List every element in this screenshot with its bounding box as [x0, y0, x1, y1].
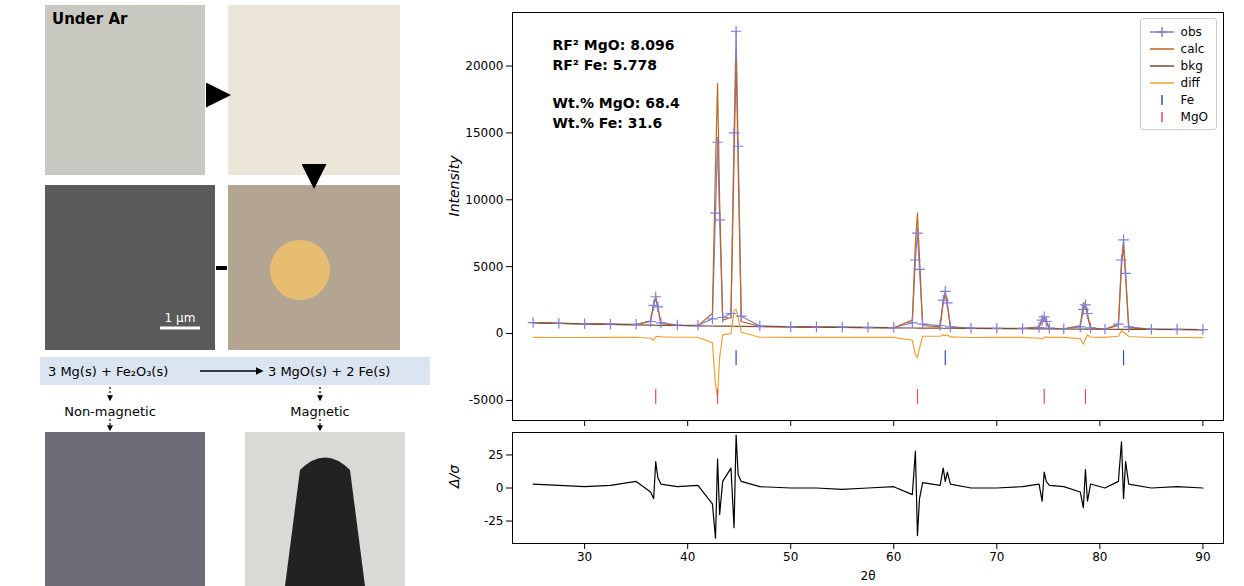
svg-text:25: 25: [488, 448, 503, 462]
svg-text:40: 40: [680, 550, 695, 564]
svg-text:Under Ar: Under Ar: [52, 10, 128, 28]
svg-text:RF² Fe: 5.778: RF² Fe: 5.778: [553, 57, 658, 73]
svg-text:0: 0: [496, 326, 504, 340]
html-text:diff: diff: [1180, 75, 1200, 90]
svg-text:Wt.% MgO: 68.4: Wt.% MgO: 68.4: [553, 95, 680, 111]
svg-text:Magnetic: Magnetic: [290, 404, 350, 419]
svg-text:90: 90: [1195, 550, 1210, 564]
svg-text:-25: -25: [484, 514, 504, 528]
svg-text:30: 30: [577, 550, 592, 564]
svg-text:0: 0: [496, 481, 504, 495]
svg-text:1 μm: 1 μm: [165, 311, 196, 325]
svg-text:5000: 5000: [473, 260, 504, 274]
html-text:bkg: bkg: [1180, 58, 1203, 73]
html-text:MgO: MgO: [1180, 109, 1208, 124]
svg-text:70: 70: [989, 550, 1004, 564]
svg-text:-5000: -5000: [469, 393, 504, 407]
svg-text:80: 80: [1092, 550, 1107, 564]
svg-text:50: 50: [783, 550, 798, 564]
svg-text:RF² MgO: 8.096: RF² MgO: 8.096: [553, 37, 675, 53]
svg-text:60: 60: [886, 550, 901, 564]
html-text:Fe: Fe: [1180, 92, 1195, 107]
svg-text:Δ/σ: Δ/σ: [446, 464, 462, 489]
svg-text:3 Mg(s) + Fe₂O₃(s): 3 Mg(s) + Fe₂O₃(s): [48, 364, 168, 379]
svg-text:Intensity: Intensity: [446, 155, 462, 217]
svg-text:15000: 15000: [465, 126, 503, 140]
svg-text:Non-magnetic: Non-magnetic: [64, 404, 156, 419]
html-text:obs: obs: [1180, 24, 1202, 39]
html-text:calc: calc: [1180, 41, 1205, 56]
svg-text:10000: 10000: [465, 193, 503, 207]
svg-text:3 MgO(s) + 2 Fe(s): 3 MgO(s) + 2 Fe(s): [268, 364, 390, 379]
svg-text:Wt.% Fe: 31.6: Wt.% Fe: 31.6: [553, 115, 663, 131]
svg-text:20000: 20000: [465, 59, 503, 73]
svg-text:2θ: 2θ: [861, 569, 876, 583]
